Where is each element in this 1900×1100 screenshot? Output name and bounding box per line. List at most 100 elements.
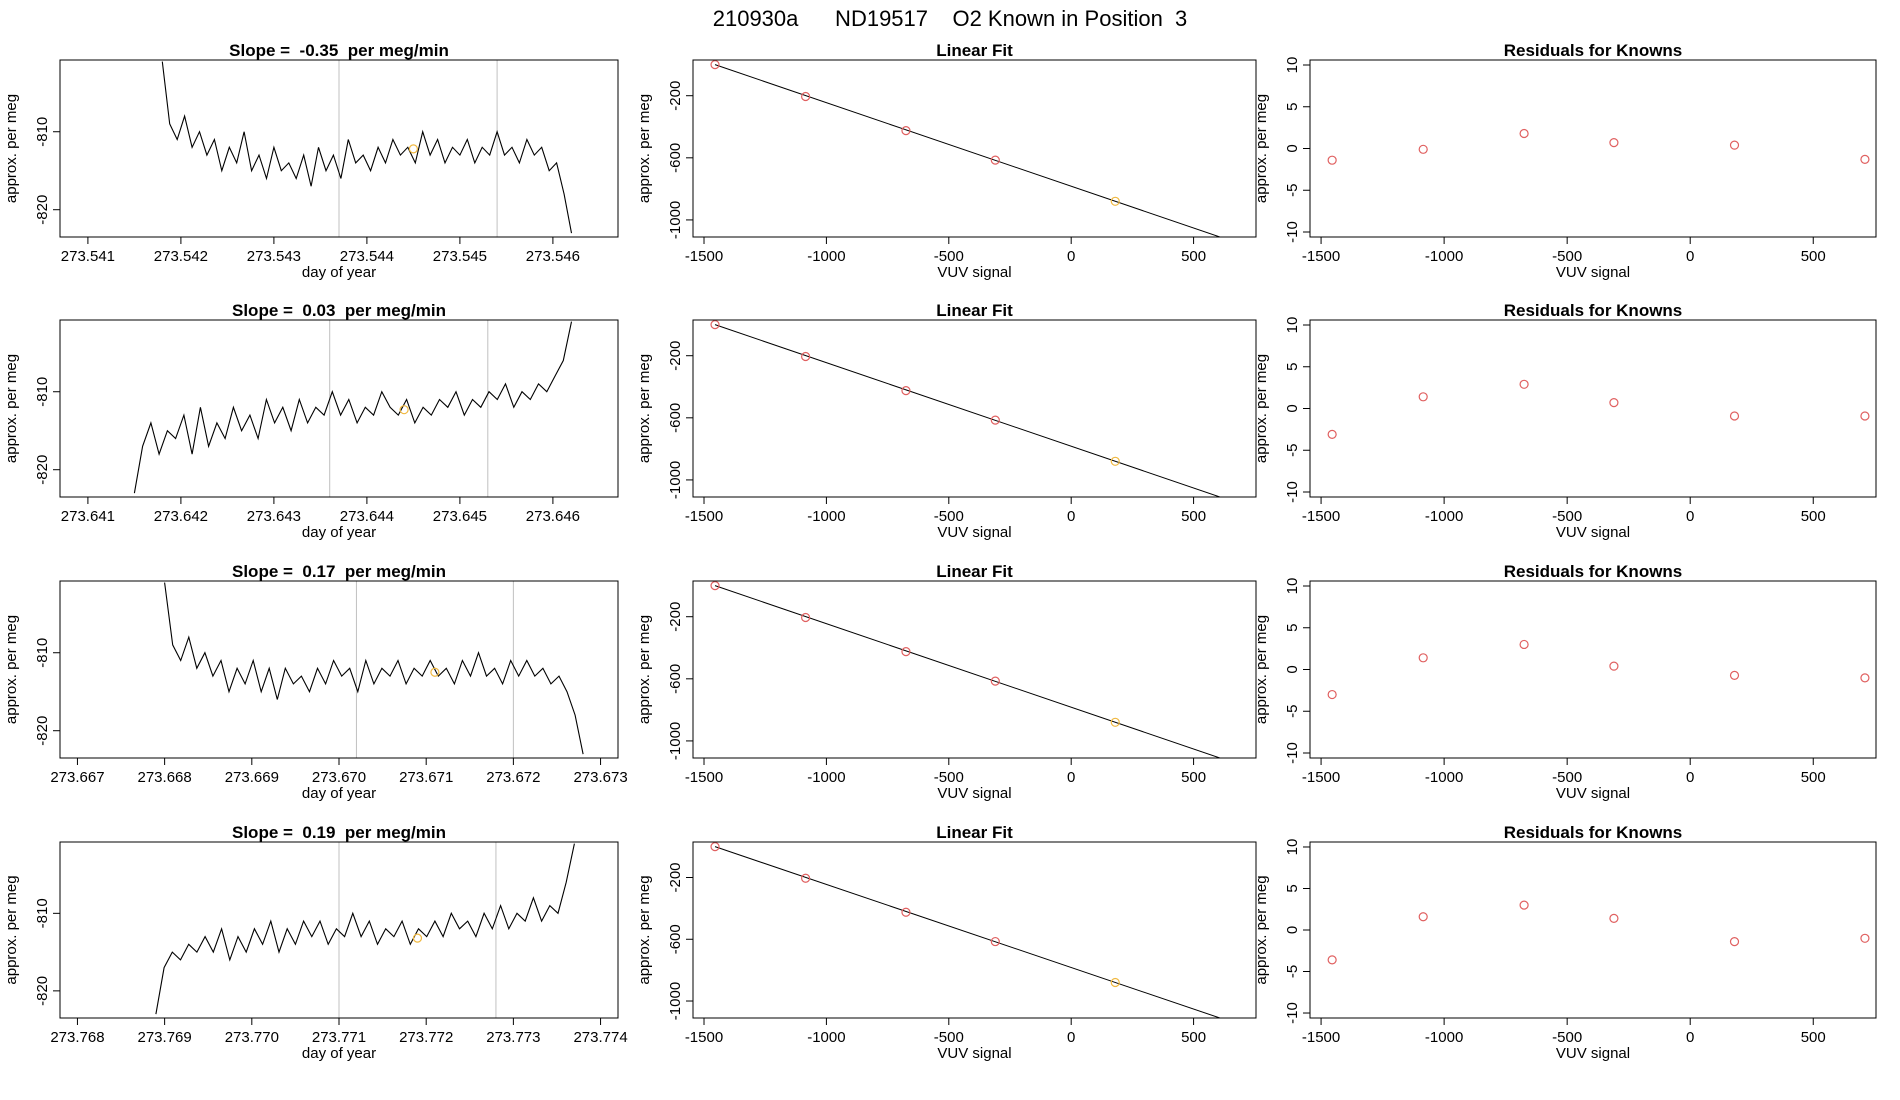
- plot-frame: [59, 580, 619, 759]
- y-tick-label: 10: [1284, 839, 1301, 856]
- x-tick-label: 273.641: [61, 508, 115, 525]
- y-tick-label: -200: [667, 81, 684, 111]
- plot-frame: [692, 841, 1257, 1019]
- x-tick-label: 0: [1686, 1029, 1694, 1046]
- plot-area: [164, 581, 584, 758]
- x-axis-label: VUV signal: [937, 1045, 1011, 1062]
- y-tick-label: -820: [34, 716, 51, 746]
- y-axis-label: approx. per meg: [1253, 94, 1270, 203]
- x-tick-label: 273.541: [61, 248, 115, 265]
- data-point: [1418, 392, 1428, 402]
- panel-title: Slope = 0.03 per meg/min: [232, 301, 446, 320]
- data-point: [1519, 128, 1529, 139]
- y-axis-label: approx. per meg: [1253, 354, 1270, 463]
- data-point: [990, 676, 1000, 686]
- data-point: [1418, 912, 1428, 922]
- data-point: [990, 155, 1000, 165]
- highlight-point: [430, 667, 440, 677]
- x-tick-label: -500: [934, 769, 964, 786]
- data-point: [1519, 379, 1529, 389]
- x-tick-label: 273.671: [399, 769, 453, 786]
- x-tick-label: 273.545: [433, 248, 487, 265]
- fit-line: [714, 585, 1222, 758]
- x-tick-label: 273.645: [433, 508, 487, 525]
- data-point: [710, 581, 720, 591]
- data-point: [1609, 913, 1619, 923]
- x-axis-label: VUV signal: [1556, 264, 1630, 281]
- x-tick-label: 500: [1801, 769, 1826, 786]
- plot-frame: [692, 580, 1257, 759]
- panel-title: Linear Fit: [936, 41, 1013, 60]
- data-point: [710, 320, 720, 330]
- y-tick-label: -5: [1284, 444, 1301, 457]
- y-tick-label: -810: [34, 117, 51, 147]
- y-tick-label: -600: [667, 664, 684, 694]
- y-axis: 10 5 0 -5 -10: [1284, 57, 1310, 243]
- x-tick-label: -1000: [1425, 248, 1463, 265]
- y-tick-label: -200: [667, 341, 684, 371]
- panel-title: Linear Fit: [936, 823, 1013, 842]
- x-tick-label: 500: [1801, 508, 1826, 525]
- y-tick-label: 10: [1284, 317, 1301, 334]
- x-tick-label: 500: [1181, 508, 1206, 525]
- x-tick-label: -1000: [807, 1029, 845, 1046]
- plot-frame: [59, 319, 619, 498]
- plot-area: [710, 60, 1222, 237]
- y-tick-label: -1000: [667, 461, 684, 499]
- data-point: [800, 91, 811, 102]
- panel-title: Slope = 0.19 per meg/min: [232, 823, 446, 842]
- data-point: [1327, 955, 1337, 965]
- x-tick-label: 273.670: [312, 769, 366, 786]
- data-point: [1327, 689, 1337, 700]
- x-tick-label: 273.769: [138, 1029, 192, 1046]
- panel-title: Linear Fit: [936, 562, 1013, 581]
- data-point: [1519, 639, 1529, 650]
- x-tick-label: 0: [1686, 508, 1694, 525]
- y-tick-label: -1000: [667, 722, 684, 760]
- highlight-point: [1110, 717, 1120, 727]
- x-tick-label: -500: [934, 1029, 964, 1046]
- data-point: [1729, 411, 1740, 421]
- data-point: [1729, 937, 1740, 947]
- y-tick-label: 10: [1284, 57, 1301, 74]
- x-tick-label: -1000: [807, 769, 845, 786]
- x-tick-label: -1500: [685, 1029, 723, 1046]
- panel-residuals-2: Residuals for Knowns -1500 -1000 -500 0 500 VU…: [1253, 301, 1877, 541]
- x-tick-label: -500: [1552, 248, 1582, 265]
- fit-line: [714, 324, 1222, 497]
- y-tick-label: -810: [34, 638, 51, 668]
- y-tick-label: -5: [1284, 965, 1301, 978]
- x-tick-label: 273.673: [573, 769, 627, 786]
- x-axis-label: VUV signal: [1556, 524, 1630, 541]
- plot-frame: [1309, 319, 1877, 498]
- data-point: [1241, 1022, 1249, 1030]
- data-point: [710, 60, 720, 70]
- data-point: [990, 936, 1000, 947]
- x-tick-label: -1500: [1302, 248, 1340, 265]
- plot-area: [155, 842, 575, 1018]
- y-tick-label: -200: [667, 602, 684, 632]
- plot-frame: [59, 59, 619, 238]
- y-tick-label: -200: [667, 862, 684, 892]
- data-point: [800, 351, 811, 362]
- data-point: [901, 647, 911, 657]
- x-axis: 273.768 273.769 273.770 273.771 273.772 273.7…: [50, 1018, 628, 1046]
- x-tick-label: -500: [1552, 508, 1582, 525]
- series-line: [164, 582, 584, 755]
- data-point: [800, 873, 811, 883]
- y-tick-label: 10: [1284, 578, 1301, 595]
- x-tick-label: -1000: [1425, 769, 1463, 786]
- data-point: [1241, 763, 1249, 771]
- y-axis: -810 -820: [34, 117, 60, 225]
- x-tick-label: 273.669: [225, 769, 279, 786]
- x-tick-label: 0: [1686, 248, 1694, 265]
- y-tick-label: 5: [1284, 363, 1301, 371]
- data-point: [1860, 933, 1870, 943]
- x-tick-label: 0: [1067, 508, 1075, 525]
- series-line: [161, 61, 573, 234]
- data-point: [1609, 398, 1619, 408]
